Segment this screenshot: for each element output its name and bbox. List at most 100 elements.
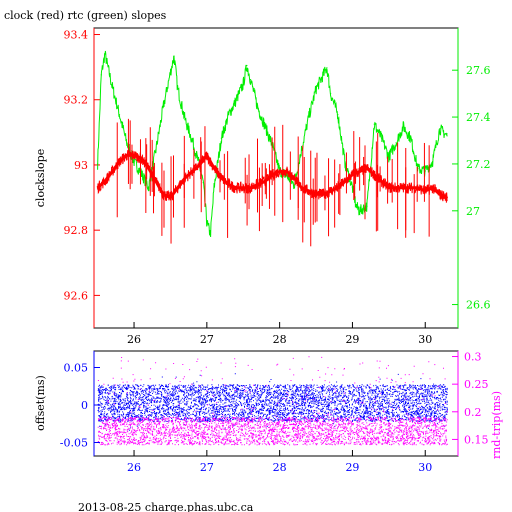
green-data-point <box>140 172 142 174</box>
red-data-point <box>133 154 135 156</box>
green-data-point <box>373 123 375 125</box>
bottom-y-axis-label-left: offset(ms) <box>34 375 47 431</box>
red-data-point <box>184 177 186 179</box>
green-data-point <box>395 142 397 144</box>
green-data-point <box>169 71 172 74</box>
green-data-point <box>191 139 193 142</box>
top-left-tick-label: 93 <box>74 159 88 172</box>
red-data-point <box>191 170 194 173</box>
green-data-point <box>162 107 164 109</box>
green-data-point <box>104 53 106 55</box>
bottom-right-tick-label: 0.15 <box>464 433 489 446</box>
red-data-point <box>366 167 368 170</box>
green-data-point <box>402 125 404 128</box>
green-data-point <box>220 137 222 139</box>
red-data-point <box>439 193 441 196</box>
green-data-point <box>330 93 332 95</box>
green-data-point <box>184 118 186 121</box>
green-data-point <box>388 156 390 158</box>
red-data-point <box>286 170 288 173</box>
red-data-point <box>373 173 376 176</box>
top-x-tick-label: 29 <box>345 333 359 346</box>
green-data-point <box>322 74 324 76</box>
bottom-left-tick-label: -0.05 <box>60 437 88 450</box>
red-data-point <box>307 190 310 192</box>
green-data-point <box>264 125 266 128</box>
blue-offset-points <box>97 373 448 436</box>
red-data-point <box>402 186 405 189</box>
red-data-point <box>249 186 252 189</box>
red-data-point <box>388 186 390 189</box>
bottom-right-tick-label: 0.25 <box>464 378 489 391</box>
top-x-tick-label: 30 <box>418 333 432 346</box>
top-right-tick-label: 26.6 <box>466 299 491 312</box>
red-data-point <box>176 186 179 189</box>
green-data-point <box>235 100 237 102</box>
red-data-point <box>111 170 113 173</box>
green-data-point <box>100 74 102 76</box>
green-data-point <box>177 88 179 90</box>
green-data-point <box>118 114 121 116</box>
green-data-point <box>246 64 248 67</box>
red-data-point <box>264 180 266 183</box>
red-data-point <box>424 190 427 192</box>
red-data-point <box>395 186 397 189</box>
green-data-point <box>431 160 434 163</box>
green-data-point <box>337 114 339 116</box>
bottom-left-tick-label: 0 <box>81 399 88 412</box>
red-data-point <box>206 154 208 156</box>
red-data-point <box>169 196 172 199</box>
red-data-point <box>409 186 412 189</box>
red-data-point <box>278 170 281 173</box>
top-right-tick-label: 27.2 <box>466 158 491 171</box>
footer-text: 2013-08-25 charge.phas.ubc.ca <box>78 501 254 512</box>
red-data-point <box>162 193 164 196</box>
red-data-point <box>198 164 201 166</box>
top-x-tick-label: 27 <box>200 333 214 346</box>
green-data-point <box>315 88 317 90</box>
green-data-point <box>355 205 357 207</box>
red-data-point <box>213 167 215 170</box>
bottom-x-tick-label: 27 <box>200 461 214 474</box>
green-data-point <box>380 137 383 139</box>
red-data-point <box>257 183 259 186</box>
red-data-point <box>147 167 150 170</box>
green-data-point <box>228 114 230 116</box>
bottom-x-tick-label: 30 <box>418 461 432 474</box>
red-data-point <box>118 160 121 163</box>
green-data-point <box>446 135 448 137</box>
green-data-point <box>173 55 175 57</box>
top-right-tick-label: 27.4 <box>466 111 491 124</box>
green-data-point <box>126 142 128 144</box>
green-data-point <box>206 221 208 224</box>
top-left-tick-label: 93.4 <box>64 29 89 42</box>
green-data-point <box>300 149 303 151</box>
green-data-point <box>439 128 441 130</box>
red-data-point <box>242 186 245 189</box>
red-data-point <box>227 183 230 186</box>
red-data-point <box>446 196 448 199</box>
green-data-point <box>249 78 252 81</box>
red-data-point <box>380 180 383 183</box>
red-data-point <box>358 170 361 173</box>
green-data-point <box>257 107 259 109</box>
red-data-point <box>235 186 237 189</box>
chart-title: clock (red) rtc (green) slopes <box>4 9 167 22</box>
red-data-point <box>140 157 143 160</box>
green-data-point <box>351 186 354 188</box>
red-data-point <box>125 154 128 156</box>
red-data-point <box>322 193 325 196</box>
red-data-point <box>337 186 339 189</box>
red-data-point <box>220 177 223 179</box>
green-data-point <box>209 233 212 235</box>
bottom-x-tick-label: 26 <box>127 461 141 474</box>
green-data-point <box>326 67 328 69</box>
red-data-point <box>329 190 332 192</box>
bottom-y-axis-label-right: rnd-trip(ms) <box>490 391 503 459</box>
green-data-point <box>424 170 426 172</box>
top-left-tick-label: 92.6 <box>64 289 89 302</box>
green-data-point <box>344 163 346 165</box>
green-data-point <box>97 163 99 165</box>
red-data-point <box>271 173 274 176</box>
